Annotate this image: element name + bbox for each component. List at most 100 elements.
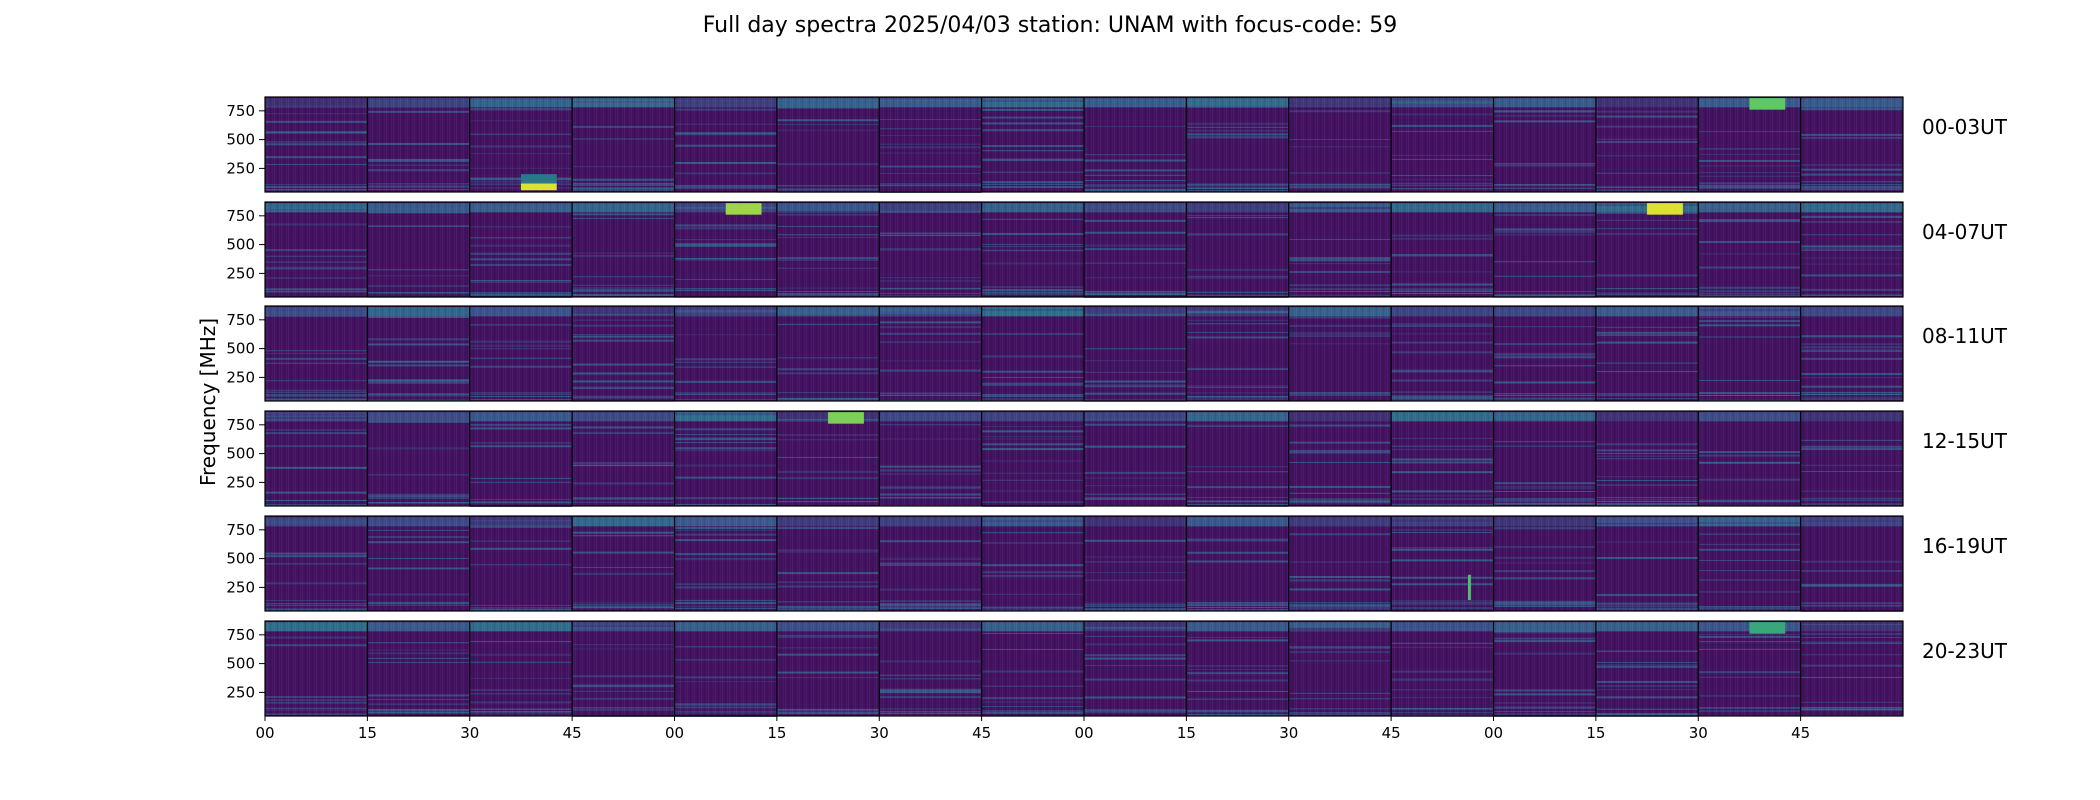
spectrogram-panel: [981, 202, 1084, 297]
x-tick-label: 15: [1177, 724, 1196, 742]
spectrogram-panel: [1186, 621, 1289, 716]
row-frame: [264, 201, 1904, 298]
y-tick-label: 500: [226, 340, 255, 358]
spectrogram-panel: [776, 621, 880, 716]
spectra-row: 250 500 750 16-19UT: [226, 515, 2008, 612]
intensity-hotspot: [1749, 622, 1786, 634]
spectrogram-panel: [572, 411, 675, 506]
spectrogram-panel: [1288, 202, 1392, 298]
spectrogram-panel: [1186, 202, 1289, 298]
row-frame: [264, 410, 1904, 507]
spectrogram-panel: [265, 202, 368, 297]
intensity-hotspot: [520, 183, 557, 191]
intensity-hotspot: [725, 203, 762, 215]
spectrogram-panel: [1595, 306, 1699, 401]
chart-title: Full day spectra 2025/04/03 station: UNA…: [703, 13, 1398, 38]
x-tick-label: 00: [665, 724, 684, 742]
spectrogram-panel: [674, 306, 777, 401]
row-frame: [264, 96, 1904, 193]
spectrogram-panel: [265, 97, 368, 192]
spectrogram-panel: [1084, 516, 1187, 611]
y-tick-label: 500: [226, 445, 255, 463]
spectrogram-panel: [1288, 97, 1392, 193]
spectrogram-panel: [1288, 306, 1392, 401]
spectrogram-panel: [879, 621, 982, 717]
spectrogram-panel: [1800, 411, 1903, 507]
row-frame: [264, 305, 1904, 402]
spectrogram-panel: [879, 202, 982, 297]
spectra-row: 250 500 750 00-03UT: [226, 96, 2008, 193]
spectrogram-panel: [674, 516, 777, 611]
spectrogram-panel: [1493, 411, 1596, 506]
spectrogram-panel: [674, 411, 777, 507]
x-tick-label: 00: [255, 724, 274, 742]
spectrogram-panel: [1698, 516, 1801, 611]
spectrogram-panel: [1288, 516, 1392, 611]
y-tick-label: 750: [226, 102, 255, 120]
spectrogram-panel: [1595, 202, 1699, 298]
spectrogram-panel: [879, 411, 982, 507]
y-tick-label: 500: [226, 236, 255, 254]
x-tick-label: 15: [767, 724, 786, 742]
y-tick-label: 250: [226, 368, 255, 386]
spectrogram-panel: [1698, 306, 1801, 401]
spectrogram-panel: [1595, 516, 1699, 611]
spectrogram-panel: [367, 621, 470, 716]
spectrogram-panel: [1698, 202, 1801, 297]
y-tick-label: 750: [226, 626, 255, 644]
spectrogram-panel: [572, 202, 675, 297]
spectrogram-panel: [1391, 621, 1494, 717]
spectrogram-panel: [1595, 621, 1699, 717]
spectrogram-panel: [1288, 411, 1392, 506]
x-tick-label: 00: [1074, 724, 1093, 742]
spectrogram-panel: [1493, 621, 1596, 717]
spectrogram-panel: [674, 621, 777, 717]
y-tick-label: 500: [226, 131, 255, 149]
row-frame: [264, 515, 1904, 612]
spectrogram-panel: [367, 202, 470, 298]
x-tick-label: 30: [1689, 724, 1708, 742]
y-tick-label: 250: [226, 683, 255, 701]
intensity-hotspot: [1467, 574, 1471, 601]
y-tick-label: 250: [226, 473, 255, 491]
spectrogram-panel: [1391, 411, 1494, 507]
x-tick-label: 15: [358, 724, 377, 742]
y-tick-label: 250: [226, 159, 255, 177]
spectrogram-panel: [367, 97, 470, 192]
spectrogram-panel: [674, 202, 777, 298]
y-tick-label: 500: [226, 655, 255, 673]
spectrogram-panel: [1084, 97, 1187, 192]
intensity-hotspot: [1647, 203, 1683, 215]
x-tick-label: 30: [460, 724, 479, 742]
row-time-label: 04-07UT: [1922, 220, 2008, 244]
y-tick-label: 250: [226, 264, 255, 282]
y-tick-label: 250: [226, 578, 255, 596]
spectrogram-panel: [1493, 306, 1596, 401]
spectrogram-panel: [572, 97, 675, 192]
spectrogram-panel: [1288, 621, 1392, 716]
y-tick-label: 750: [226, 416, 255, 434]
spectrogram-panel: [1186, 306, 1289, 401]
spectrogram-panel: [1391, 306, 1494, 401]
spectrogram-panel: [469, 306, 573, 401]
spectrogram-panel: [1800, 202, 1903, 297]
row-time-label: 00-03UT: [1922, 115, 2008, 139]
x-tick-label: 45: [563, 724, 582, 742]
spectrogram-panel: [367, 306, 470, 401]
spectrogram-panel: [1595, 97, 1699, 192]
spectrogram-panel: [265, 411, 368, 507]
spectra-row: 250 500 750 20-23UT: [226, 620, 2008, 717]
spectrogram-panel: [1493, 516, 1596, 611]
y-tick-label: 750: [226, 207, 255, 225]
spectrogram-panel: [572, 621, 675, 717]
intensity-hotspot: [520, 174, 557, 184]
spectrogram-panel: [1084, 621, 1187, 716]
spectrogram-panel: [981, 306, 1084, 401]
x-tick-label: 15: [1586, 724, 1605, 742]
spectrogram-panel: [1698, 411, 1801, 507]
spectrogram-panel: [879, 516, 982, 611]
x-tick-label: 30: [1279, 724, 1298, 742]
spectrogram-panel: [776, 411, 880, 506]
spectrogram-panel: [265, 621, 368, 716]
